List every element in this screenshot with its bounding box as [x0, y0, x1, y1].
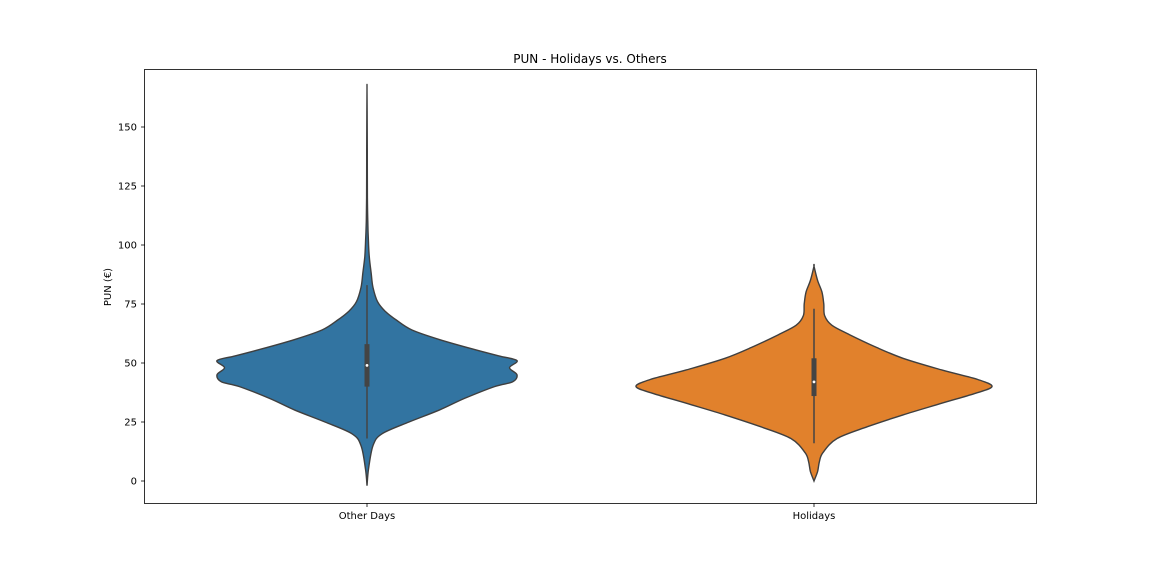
violins-group [217, 84, 992, 485]
plot-area-frame [145, 70, 1037, 504]
violin-iqr-box [812, 358, 817, 396]
y-tick-label: 125 [118, 182, 137, 193]
x-tick-label: Other Days [339, 511, 396, 522]
y-axis-label: PUN (€) [103, 268, 114, 306]
y-tick-label: 25 [124, 418, 137, 429]
y-tick-label: 150 [118, 123, 137, 134]
y-tick-label: 75 [124, 300, 137, 311]
violin-median-marker [813, 380, 816, 383]
y-tick-label: 100 [118, 241, 137, 252]
y-tick-label: 0 [131, 477, 137, 488]
violin-median-marker [366, 364, 369, 367]
y-axis-ticks: 0 25 50 75 100 125 150 [118, 123, 145, 488]
x-axis-ticks: Other Days Holidays [339, 503, 836, 522]
x-tick-label: Holidays [793, 511, 836, 522]
y-tick-label: 50 [124, 359, 137, 370]
chart-title: PUN - Holidays vs. Others [513, 52, 666, 66]
